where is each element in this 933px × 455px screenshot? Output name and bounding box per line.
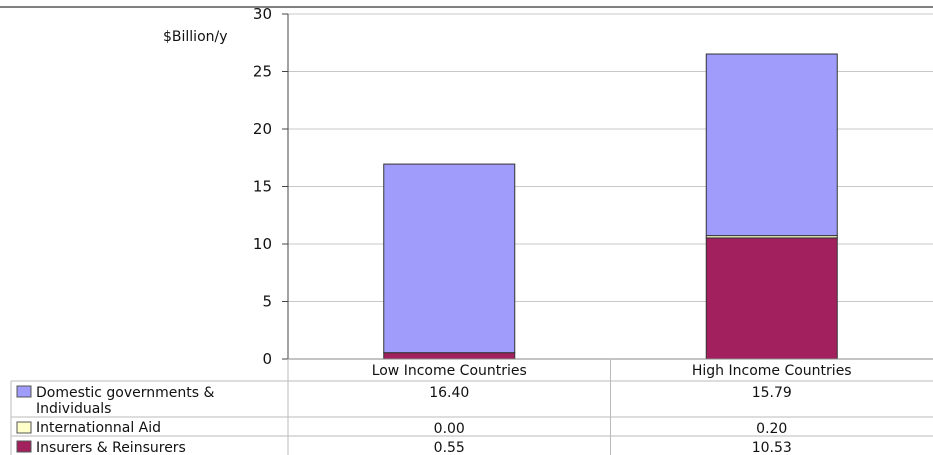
table-cell-value: 15.79 (752, 385, 792, 401)
legend-swatch (16, 440, 32, 453)
table-cell-value: 0.00 (434, 421, 465, 437)
table-cell-value: 10.53 (752, 440, 792, 455)
legend-swatch (16, 385, 32, 398)
bar-segment (705, 53, 838, 237)
y-axis: 0 5 10 15 20 25 30 (253, 5, 289, 368)
table-cell-value: 16.40 (429, 385, 469, 401)
bar-segment (705, 237, 838, 360)
y-tick-label: 25 (253, 63, 272, 81)
legend-label: Internationnal Aid (36, 420, 161, 436)
y-tick-label: 15 (253, 178, 272, 196)
y-tick-label: 0 (262, 350, 272, 368)
bars (383, 53, 838, 360)
y-axis-label: $Billion/y (163, 29, 228, 45)
table-cell-value: 0.55 (434, 440, 465, 455)
category-label: High Income Countries (692, 363, 852, 379)
y-tick-label: 10 (253, 235, 272, 253)
y-tick-label: 20 (253, 120, 272, 138)
category-label: Low Income Countries (372, 363, 527, 379)
bar-segment (383, 352, 516, 360)
y-tick-label: 30 (253, 5, 272, 23)
legend-label: Insurers & Reinsurers (36, 440, 186, 455)
bar-segment (383, 163, 516, 354)
legend-label: Domestic governments & (36, 385, 215, 401)
y-tick-label: 5 (262, 293, 272, 311)
table-cell-value: 0.20 (756, 421, 787, 437)
legend-label: Individuals (36, 401, 111, 417)
data-table: Low Income Countries High Income Countrie… (10, 358, 933, 455)
legend-swatch (16, 421, 32, 434)
